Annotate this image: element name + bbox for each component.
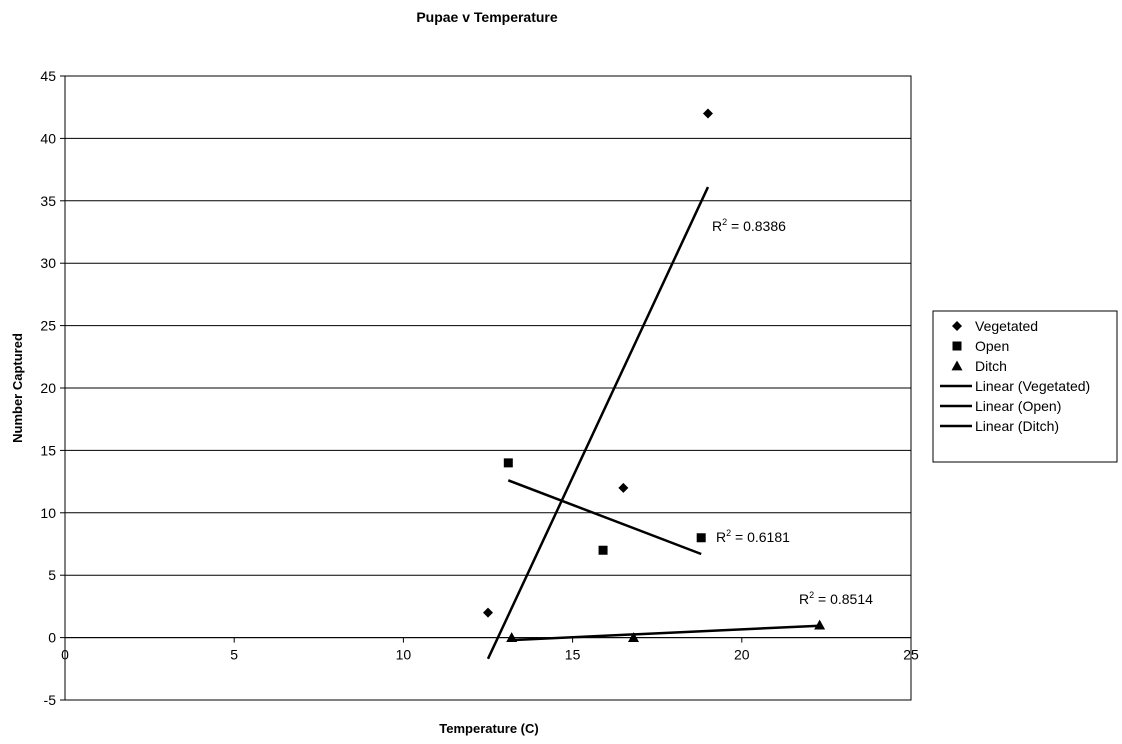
x-tick-label: 10 bbox=[396, 647, 412, 663]
y-axis-title: Number Captured bbox=[10, 333, 25, 443]
legend-label: Linear (Ditch) bbox=[975, 418, 1059, 434]
legend-label: Ditch bbox=[975, 358, 1007, 374]
x-axis-title: Temperature (C) bbox=[439, 721, 538, 736]
legend-label: Vegetated bbox=[975, 318, 1038, 334]
x-tick-label: 0 bbox=[61, 647, 69, 663]
legend-label: Open bbox=[975, 338, 1009, 354]
legend-label: Linear (Vegetated) bbox=[975, 378, 1090, 394]
y-tick-label: 40 bbox=[40, 130, 56, 146]
y-tick-label: 10 bbox=[40, 505, 56, 521]
open-point bbox=[599, 546, 608, 555]
x-tick-label: 25 bbox=[903, 647, 919, 663]
x-tick-label: 5 bbox=[230, 647, 238, 663]
y-tick-label: 20 bbox=[40, 380, 56, 396]
open-point bbox=[697, 533, 706, 542]
x-tick-label: 15 bbox=[565, 647, 581, 663]
y-tick-label: 5 bbox=[48, 567, 56, 583]
y-axis-ticks: -5 0 5 10 15 20 25 30 35 40 45 bbox=[40, 68, 65, 708]
legend-marker-open bbox=[953, 342, 962, 351]
chart-title: Pupae v Temperature bbox=[416, 9, 558, 25]
y-tick-label: 45 bbox=[40, 68, 56, 84]
y-tick-label: 0 bbox=[48, 630, 56, 646]
y-tick-label: 15 bbox=[40, 442, 56, 458]
y-tick-label: 25 bbox=[40, 318, 56, 334]
legend-label: Linear (Open) bbox=[975, 398, 1061, 414]
open-point bbox=[504, 458, 513, 467]
y-tick-label: 30 bbox=[40, 255, 56, 271]
y-tick-label: -5 bbox=[44, 692, 57, 708]
y-tick-label: 35 bbox=[40, 193, 56, 209]
legend: Vegetated Open Ditch Linear (Vegetated) Line… bbox=[933, 311, 1117, 462]
x-tick-label: 20 bbox=[734, 647, 750, 663]
